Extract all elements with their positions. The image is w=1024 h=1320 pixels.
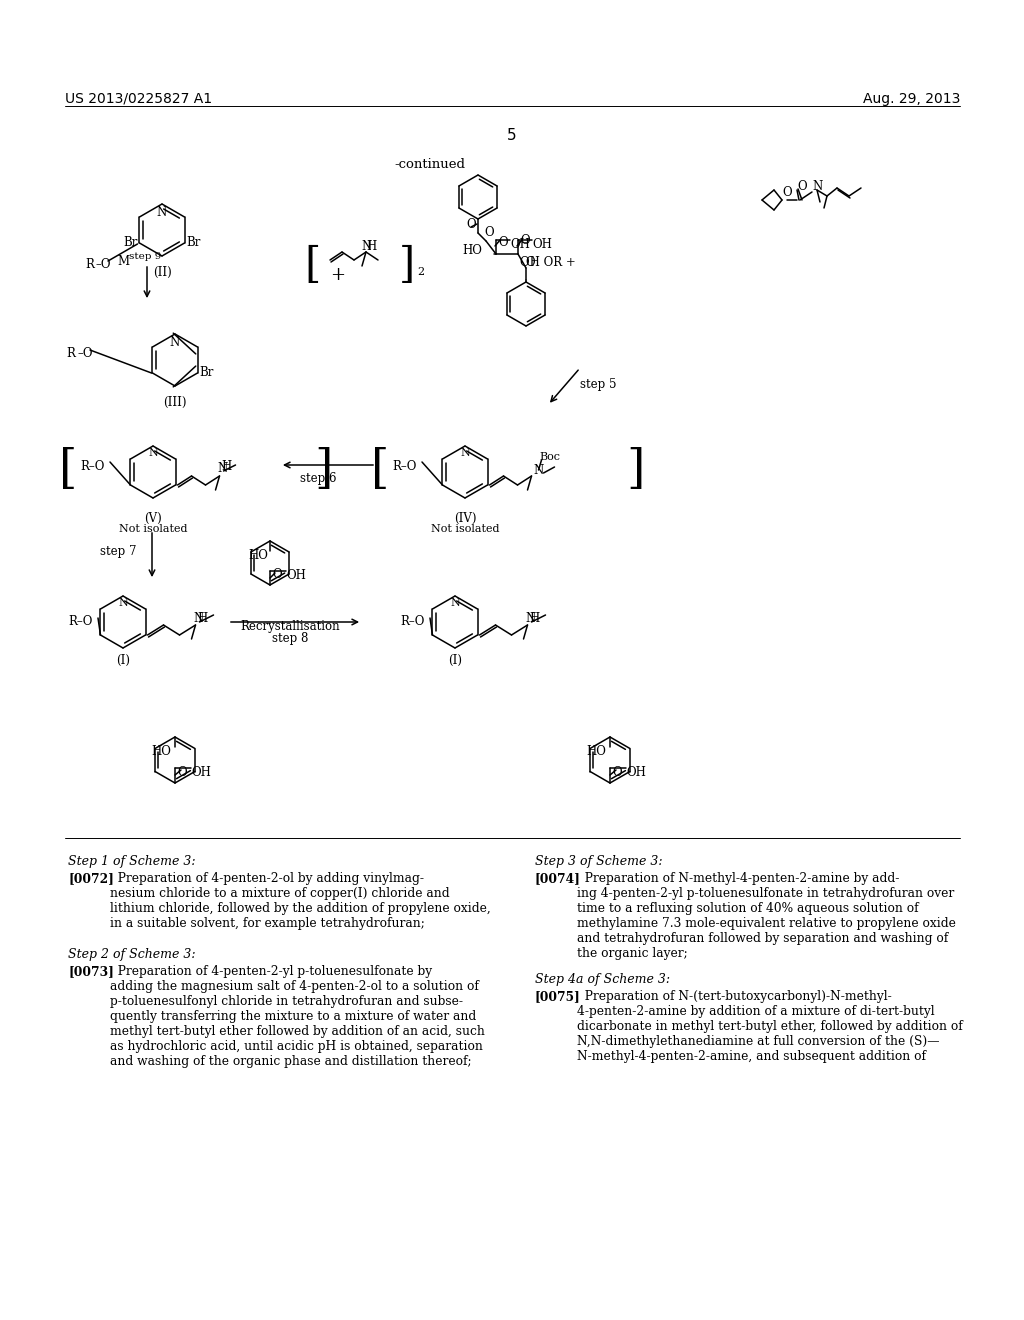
Text: OH: OH — [286, 569, 306, 582]
Text: (III): (III) — [163, 396, 186, 409]
Text: ]: ] — [399, 244, 415, 286]
Text: Step 3 of Scheme 3:: Step 3 of Scheme 3: — [535, 855, 663, 869]
Text: N: N — [451, 598, 460, 609]
Text: [: [ — [304, 244, 321, 286]
Text: N: N — [534, 463, 544, 477]
Text: OH: OH — [626, 766, 646, 779]
Text: O: O — [272, 569, 282, 582]
Text: (I): (I) — [449, 653, 462, 667]
Text: Preparation of N-methyl-4-penten-2-amine by add-
ing 4-penten-2-yl p-toluenesulf: Preparation of N-methyl-4-penten-2-amine… — [577, 873, 955, 960]
Text: N: N — [157, 206, 167, 219]
Text: O: O — [612, 766, 622, 779]
Text: H: H — [366, 239, 376, 252]
Text: HO: HO — [151, 744, 171, 758]
Text: H: H — [529, 611, 540, 624]
Text: Aug. 29, 2013: Aug. 29, 2013 — [862, 92, 961, 106]
Text: H: H — [221, 461, 231, 474]
Text: Boc: Boc — [540, 451, 560, 462]
Text: OH: OH — [510, 238, 529, 251]
Text: M: M — [117, 255, 129, 268]
Text: –O: –O — [77, 347, 92, 360]
Text: (II): (II) — [153, 267, 171, 279]
Text: O: O — [782, 186, 792, 198]
Text: OH OR +: OH OR + — [520, 256, 575, 269]
Text: N: N — [170, 337, 180, 348]
Text: step 8: step 8 — [271, 632, 308, 645]
Text: ]: ] — [313, 447, 332, 492]
Text: Preparation of 4-penten-2-yl p-toluenesulfonate by
adding the magnesium salt of : Preparation of 4-penten-2-yl p-toluenesu… — [110, 965, 485, 1068]
Text: -continued: -continued — [394, 158, 466, 172]
Text: (IV): (IV) — [454, 512, 476, 525]
Text: [0073]: [0073] — [68, 965, 114, 978]
Text: Not isolated: Not isolated — [431, 524, 500, 535]
Text: [: [ — [58, 447, 77, 492]
Text: step 7: step 7 — [100, 545, 136, 558]
Text: OH: OH — [191, 766, 211, 779]
Text: N: N — [194, 612, 204, 626]
Text: O: O — [484, 226, 494, 239]
Text: R: R — [67, 347, 75, 360]
Text: [0072]: [0072] — [68, 873, 114, 884]
Text: O: O — [797, 180, 807, 193]
Text: R: R — [85, 257, 94, 271]
Text: +: + — [330, 267, 345, 284]
Text: Preparation of 4-penten-2-ol by adding vinylmag-
nesium chloride to a mixture of: Preparation of 4-penten-2-ol by adding v… — [110, 873, 490, 931]
Text: –O: –O — [95, 257, 111, 271]
Text: O: O — [520, 234, 529, 247]
Text: step 6: step 6 — [300, 473, 337, 484]
Text: Recrystallisation: Recrystallisation — [241, 620, 340, 634]
Text: US 2013/0225827 A1: US 2013/0225827 A1 — [65, 92, 212, 106]
Text: O: O — [466, 218, 475, 231]
Text: R–O: R–O — [68, 615, 92, 628]
Text: Br: Br — [123, 236, 137, 249]
Text: Step 1 of Scheme 3:: Step 1 of Scheme 3: — [68, 855, 196, 869]
Text: Step 4a of Scheme 3:: Step 4a of Scheme 3: — [535, 973, 670, 986]
Text: O: O — [525, 256, 535, 268]
Text: Br: Br — [186, 236, 201, 249]
Text: Step 2 of Scheme 3:: Step 2 of Scheme 3: — [68, 948, 196, 961]
Text: [: [ — [371, 447, 389, 492]
Text: R–O: R–O — [80, 459, 104, 473]
Text: [0074]: [0074] — [535, 873, 581, 884]
Text: HO: HO — [586, 744, 606, 758]
Text: 2: 2 — [417, 267, 424, 277]
Text: Br: Br — [200, 367, 214, 380]
Text: N: N — [812, 180, 822, 193]
Text: R–O: R–O — [400, 615, 424, 628]
Text: Not isolated: Not isolated — [119, 524, 187, 535]
Text: H: H — [198, 611, 208, 624]
Text: N: N — [525, 612, 536, 626]
Text: N: N — [217, 462, 227, 474]
Text: O: O — [177, 766, 186, 779]
Text: step 9: step 9 — [129, 252, 162, 261]
Text: N: N — [361, 240, 372, 253]
Text: ]: ] — [626, 447, 644, 492]
Text: HO: HO — [462, 244, 482, 257]
Text: Preparation of N-(tert-butoxycarbonyl)-N-methyl-
4-penten-2-amine by addition of: Preparation of N-(tert-butoxycarbonyl)-N… — [577, 990, 963, 1063]
Text: (I): (I) — [116, 653, 130, 667]
Text: O: O — [498, 235, 508, 248]
Text: R–O: R–O — [392, 459, 417, 473]
Text: 5: 5 — [507, 128, 517, 143]
Text: N: N — [460, 447, 470, 458]
Text: (V): (V) — [144, 512, 162, 525]
Text: HO: HO — [248, 549, 268, 562]
Text: [0075]: [0075] — [535, 990, 581, 1003]
Text: OH: OH — [532, 238, 552, 251]
Text: N: N — [118, 598, 128, 609]
Text: N: N — [148, 447, 158, 458]
Text: step 5: step 5 — [580, 378, 616, 391]
